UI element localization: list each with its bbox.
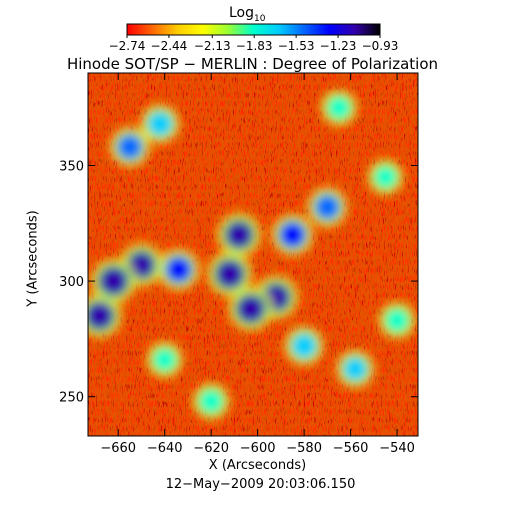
x-tick-label: −640 [147, 441, 183, 456]
colorbar: −2.74 −2.44 −2.13 −1.83 −1.53 −1.23 −0.93 [109, 23, 399, 53]
timestamp: 12−May−2009 20:03:06.150 [165, 477, 356, 492]
heatmap-region-core [88, 300, 115, 331]
colorbar-tick-label: −2.44 [151, 39, 188, 53]
y-tick-label: 250 [59, 391, 84, 406]
colorbar-bar [126, 23, 381, 36]
colorbar-tick-label: −2.74 [109, 39, 146, 53]
colorbar-title-main: Log [229, 5, 255, 21]
heatmap-region-core [278, 221, 307, 249]
heatmap-region-core [214, 258, 246, 290]
colorbar-tick-label: −1.23 [320, 39, 357, 53]
colorbar-tick-label: −1.83 [236, 39, 273, 53]
heatmap-regions [88, 89, 416, 420]
y-axis-label: Y (Arcseconds) [25, 210, 41, 307]
heatmap-region-core [343, 357, 367, 381]
colorbar-title-sub: 10 [254, 13, 266, 24]
heatmap-region-core [224, 220, 254, 250]
colorbar-tick-label: −2.13 [194, 39, 231, 53]
heatmap-region-core [164, 255, 193, 284]
x-tick-label: −600 [240, 441, 276, 456]
heatmap-region-core [385, 309, 409, 332]
x-tick-label: −540 [379, 441, 415, 456]
heatmap-region-core [147, 111, 173, 137]
x-tick-label: −560 [333, 441, 369, 456]
heatmap-image [88, 73, 418, 436]
heatmap-region-core [291, 333, 317, 359]
chart-title: Hinode SOT/SP − MERLIN : Degree of Polar… [66, 55, 439, 73]
x-tick-label: −580 [286, 441, 322, 456]
axes: −660 −640 −620 −600 −580 −560 −540 250 300 350 [59, 72, 419, 456]
heatmap-region-core [235, 293, 266, 324]
plot-frame [87, 72, 419, 437]
colorbar-title: Log10 [229, 6, 265, 24]
heatmap-region-core [199, 390, 223, 413]
colorbar-tick-label: −1.53 [278, 39, 315, 53]
x-tick-label: −620 [193, 441, 229, 456]
heatmap-region-core [328, 96, 350, 119]
x-axis-label: X (Arcseconds) [208, 458, 307, 473]
y-tick-label: 300 [59, 275, 84, 290]
heatmap-region-core [116, 134, 143, 160]
y-tick-label: 350 [59, 159, 84, 174]
heatmap-region-core [374, 166, 397, 188]
colorbar-tick-label: −0.93 [362, 39, 399, 53]
heatmap-region-core [314, 194, 341, 220]
heatmap-region-core [98, 265, 129, 297]
x-tick-label: −660 [100, 441, 136, 456]
heatmap-region-core [126, 250, 156, 280]
heatmap-region-core [153, 348, 176, 371]
